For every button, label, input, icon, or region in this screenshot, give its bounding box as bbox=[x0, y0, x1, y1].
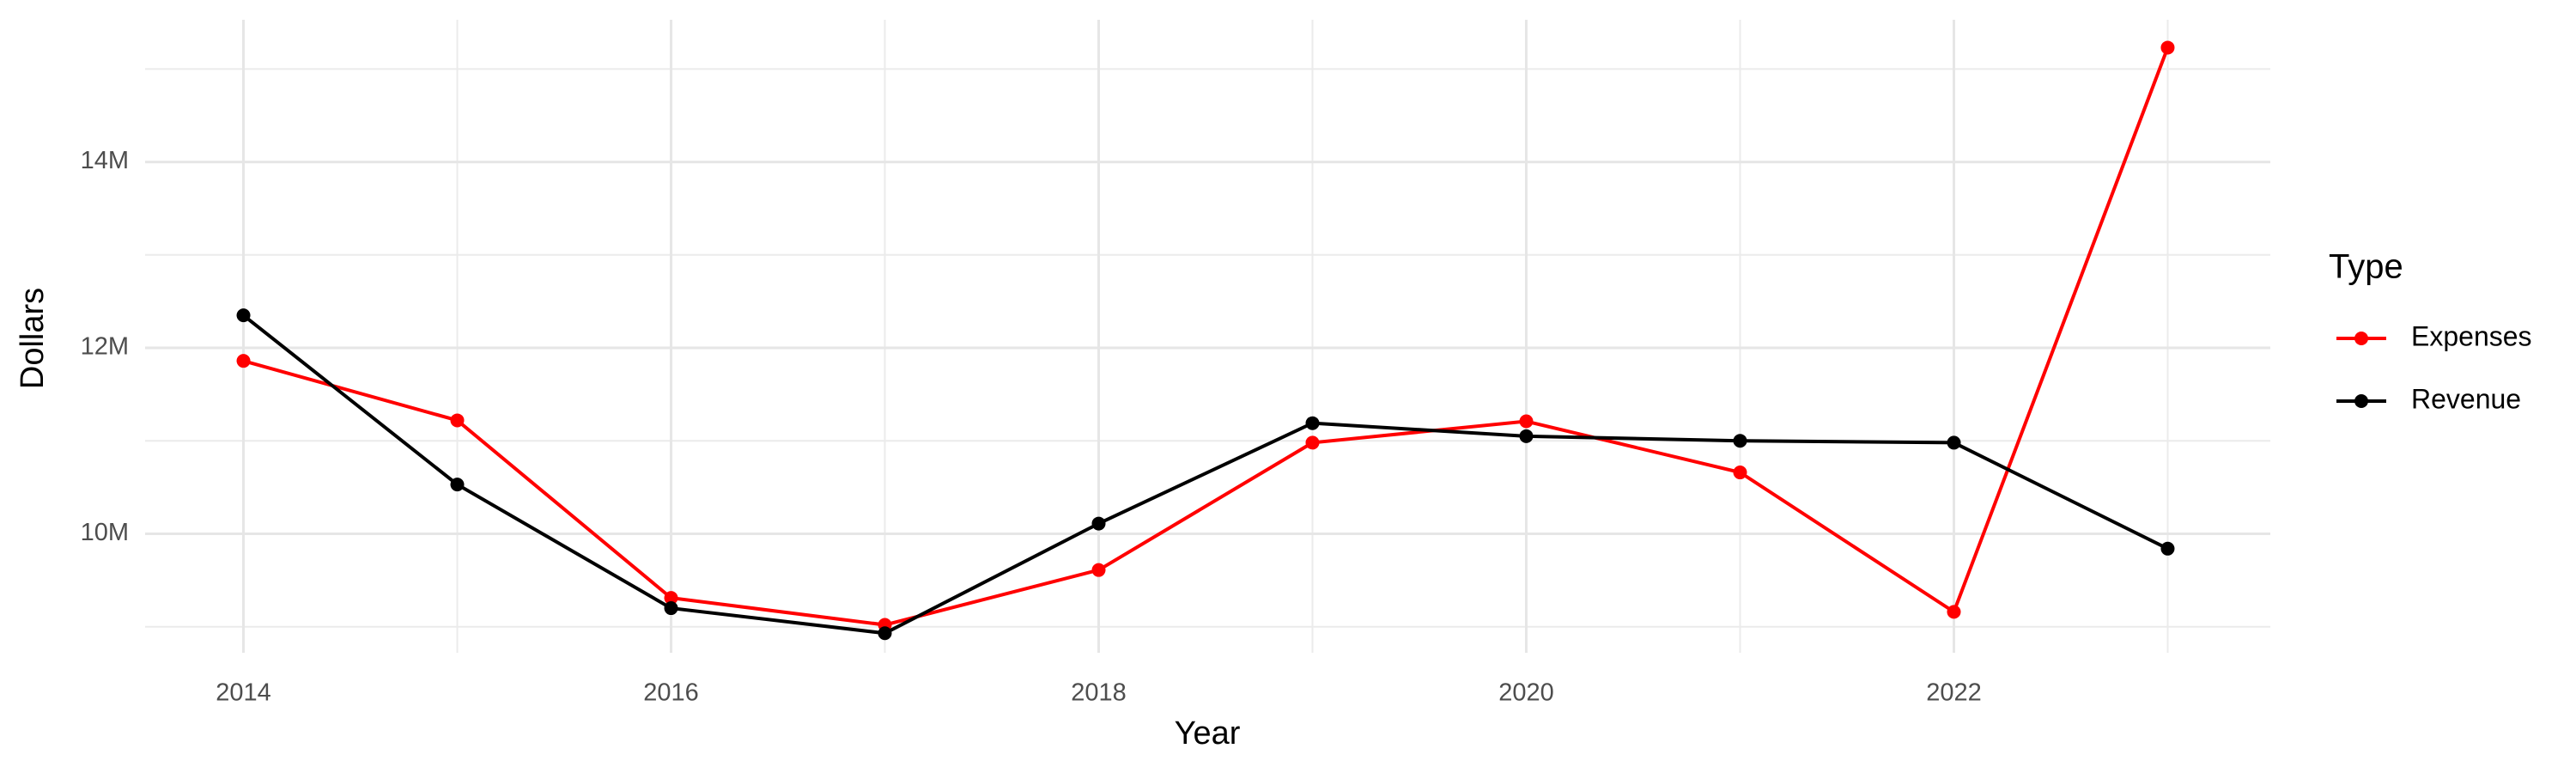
legend-marker bbox=[2354, 332, 2368, 345]
data-point bbox=[1947, 435, 1961, 450]
legend-label: Expenses bbox=[2411, 320, 2532, 351]
data-point bbox=[664, 601, 678, 616]
data-point bbox=[878, 626, 892, 641]
series-line bbox=[243, 46, 2170, 627]
data-point bbox=[450, 478, 465, 492]
x-axis-title: Year bbox=[1175, 715, 1241, 752]
y-tick-label: 14M bbox=[81, 147, 129, 174]
series-line bbox=[242, 313, 2169, 636]
data-point bbox=[664, 591, 678, 606]
legend-title: Type bbox=[2329, 248, 2403, 286]
data-point bbox=[1733, 466, 1747, 480]
legend-label: Revenue bbox=[2411, 383, 2521, 414]
x-tick-label: 2020 bbox=[1498, 679, 1554, 707]
y-tick-label: 12M bbox=[81, 333, 129, 361]
data-point bbox=[1519, 429, 1534, 443]
x-tick-label: 2016 bbox=[643, 679, 699, 707]
x-tick-label: 2022 bbox=[1926, 679, 1982, 707]
data-point bbox=[2160, 541, 2175, 556]
data-point bbox=[1733, 434, 1747, 448]
data-point bbox=[450, 413, 465, 428]
data-point bbox=[236, 354, 251, 368]
data-point bbox=[1305, 416, 1320, 430]
data-point bbox=[2160, 40, 2175, 55]
x-tick-label: 2018 bbox=[1071, 679, 1127, 707]
data-point bbox=[1519, 414, 1534, 429]
data-point bbox=[1091, 516, 1106, 531]
data-point bbox=[236, 308, 251, 323]
y-axis-title: Dollars bbox=[15, 288, 51, 389]
data-point bbox=[1091, 563, 1106, 577]
data-point bbox=[1305, 435, 1320, 450]
data-point bbox=[1947, 605, 1961, 619]
legend-marker bbox=[2354, 394, 2368, 408]
x-tick-label: 2014 bbox=[216, 679, 271, 707]
y-tick-label: 10M bbox=[81, 519, 129, 546]
